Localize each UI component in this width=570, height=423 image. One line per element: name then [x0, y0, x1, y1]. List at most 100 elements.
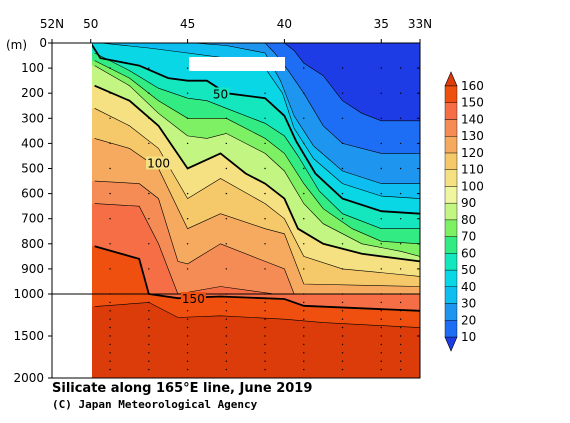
station-dot [186, 218, 189, 220]
contour-label-bg [146, 156, 172, 170]
station-dot [225, 301, 228, 304]
legend-label: 110 [461, 163, 484, 177]
station-dot [399, 218, 402, 220]
x-axis-ticks: 52N 50 45 40 35 33N [40, 17, 432, 43]
station-dot [264, 192, 266, 195]
x-tick-label: 52N [40, 17, 64, 31]
station-dot [109, 318, 111, 320]
station-dot [264, 142, 266, 145]
station-dot [264, 352, 266, 354]
station-dot [186, 352, 189, 354]
station-dot [148, 310, 150, 312]
station-dot [303, 318, 305, 320]
station-dot [264, 218, 266, 220]
station-dot [148, 218, 150, 220]
contour-line-40 [100, 43, 420, 199]
station-dot [186, 268, 189, 270]
station-dot [380, 360, 382, 362]
legend-label: 60 [461, 246, 476, 260]
station-dot [186, 117, 189, 120]
station-dot [148, 67, 150, 69]
station-dot [186, 92, 189, 94]
station-dot [303, 335, 305, 337]
station-dot [225, 360, 228, 362]
station-dot [109, 352, 111, 354]
station-dot [380, 301, 382, 304]
station-dot [341, 301, 344, 304]
station-dot [341, 326, 344, 329]
station-dot [341, 67, 344, 69]
station-dot [380, 326, 382, 329]
station-dot [225, 326, 228, 329]
station-dot [264, 335, 266, 337]
station-dot [225, 343, 228, 346]
station-dot [303, 243, 305, 245]
legend-label: 70 [461, 230, 476, 244]
station-dot [380, 368, 382, 371]
y-tick-label: 700 [21, 212, 44, 226]
station-dot [148, 243, 150, 245]
x-tick-label: 35 [374, 17, 389, 31]
station-dot [303, 67, 305, 69]
plot-frame [51, 42, 421, 379]
station-dot [341, 192, 344, 195]
station-dot [148, 360, 150, 362]
station-dot [148, 368, 150, 371]
station-dot [225, 167, 228, 170]
y-tick-label: 0 [39, 36, 47, 50]
color-legend: 10 20 30 40 50 60 70 80 90 100 110 120 130 140 150 160 [444, 71, 484, 352]
x-tick-label: 33N [408, 17, 432, 31]
station-dot [303, 310, 305, 312]
legend-swatch [444, 253, 458, 271]
contour-lines [92, 43, 420, 328]
station-dot [303, 167, 305, 170]
contour-label-bg [211, 87, 230, 101]
station-dot [380, 268, 382, 270]
station-dot [303, 368, 305, 371]
station-dot [264, 310, 266, 312]
station-dot [225, 117, 228, 120]
legend-label: 160 [461, 79, 484, 93]
station-dot [399, 318, 402, 320]
station-dot [380, 318, 382, 320]
station-dot [264, 326, 266, 329]
legend-label: 90 [461, 196, 476, 210]
station-dot [341, 268, 344, 270]
station-dot [341, 318, 344, 320]
station-dot [264, 318, 266, 320]
station-dot [148, 268, 150, 270]
station-dot [109, 218, 111, 220]
y-tick-label: 500 [21, 162, 44, 176]
station-dot [148, 335, 150, 337]
legend-label: 100 [461, 179, 484, 193]
missing-data-patch [189, 57, 285, 71]
station-dot [109, 142, 111, 145]
station-dot [399, 117, 402, 120]
station-dot [225, 368, 228, 371]
band-160 [92, 302, 420, 378]
contour-label: 50 [213, 87, 228, 101]
legend-label: 50 [461, 263, 476, 277]
legend-swatch [444, 320, 458, 338]
legend-label: 120 [461, 146, 484, 160]
station-dot [109, 117, 111, 120]
station-dot [303, 352, 305, 354]
station-dot [186, 142, 189, 145]
station-dot [109, 67, 111, 69]
station-dot [303, 326, 305, 329]
station-dot [399, 335, 402, 337]
station-dot [303, 142, 305, 145]
station-dot [264, 343, 266, 346]
station-dot [109, 301, 111, 304]
station-dot [341, 368, 344, 371]
contour-line-20 [264, 43, 420, 154]
station-dot [186, 326, 189, 329]
legend-label: 80 [461, 213, 476, 227]
contour-line-30 [193, 43, 420, 184]
station-dot [148, 352, 150, 354]
y-tick-label: 400 [21, 136, 44, 150]
legend-swatch [444, 152, 458, 170]
station-dot [399, 343, 402, 346]
legend-swatch [444, 102, 458, 120]
station-dot [341, 117, 344, 120]
